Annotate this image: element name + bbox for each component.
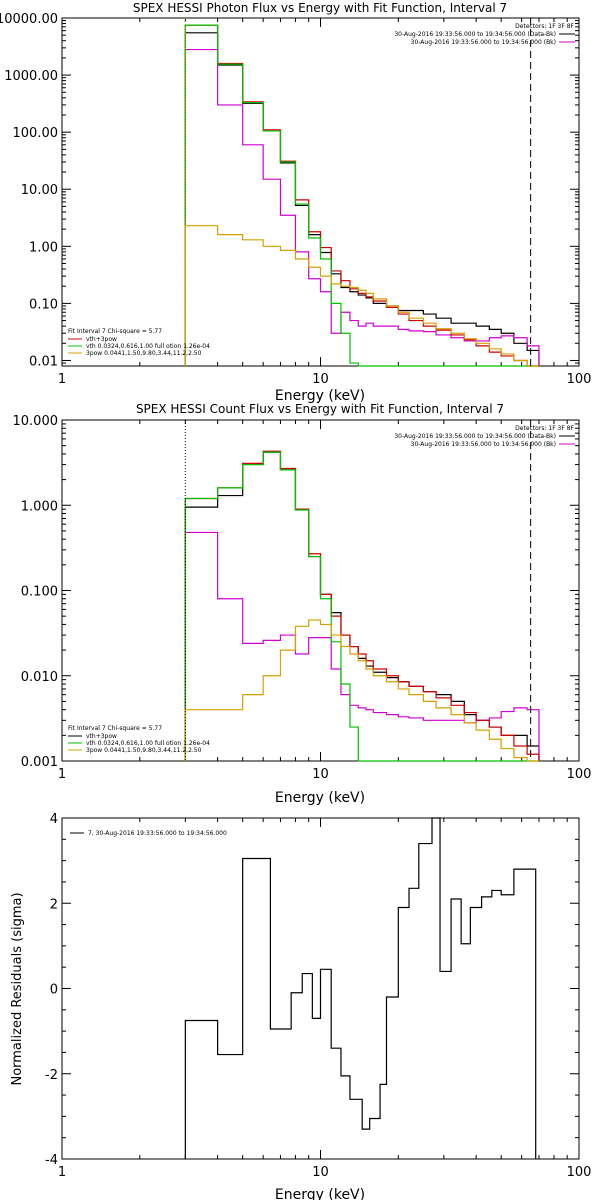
count-flux-fit-text: Fit Interval 7 Chi-square = 5.77 <box>68 725 162 732</box>
series-data-bk <box>184 32 540 366</box>
y-tick-label: 2 <box>50 897 58 912</box>
y-tick-label: 100.00 <box>13 126 59 141</box>
y-tick-label: 0.01 <box>29 354 58 369</box>
count-flux-legend-3pow: 3pow 0.0441,1.50,9.80,3.44,11.2,2.50 <box>86 747 202 754</box>
photon-flux-info: Detectors: 1F 3F 8F 30-Aug-2016 19:33:56… <box>394 23 575 46</box>
series-data-bk <box>184 451 540 761</box>
x-tick-label: 100 <box>567 1165 592 1180</box>
series-vth-3pow <box>184 24 539 367</box>
x-tick-label: 100 <box>567 372 592 387</box>
photon-flux-series <box>184 24 540 367</box>
y-tick-label: 1.000 <box>21 499 58 514</box>
x-tick-label: 1 <box>58 1165 66 1180</box>
y-tick-label: 0.10 <box>29 297 58 312</box>
photon-flux-detectors: Detectors: 1F 3F 8F <box>515 23 574 30</box>
photon-flux-panel: SPEX HESSI Photon Flux vs Energy with Fi… <box>0 1 591 404</box>
count-flux-series <box>184 450 540 762</box>
series-3pow <box>184 225 539 367</box>
x-tick-label: 1 <box>58 372 66 387</box>
y-tick-label: 1.00 <box>29 240 58 255</box>
count-flux-bk-label: 30-Aug-2016 19:33:56.000 to 19:34:56.000… <box>411 441 556 448</box>
count-flux-legend: Fit Interval 7 Chi-square = 5.77 vth+3po… <box>68 725 210 754</box>
y-tick-label: 0 <box>50 983 58 998</box>
x-tick-label: 100 <box>567 767 592 782</box>
x-tick-label: 1 <box>58 767 66 782</box>
series-vth <box>184 451 539 762</box>
residuals-ylabel: Normalized Residuals (sigma) <box>10 892 25 1085</box>
count-flux-info: Detectors: 1F 3F 8F 30-Aug-2016 19:33:56… <box>394 425 575 448</box>
series-vth-3pow <box>184 450 540 761</box>
series-7-30-aug-2016-19-33-56-000-to-19-34-56-000 <box>184 817 537 1159</box>
photon-flux-frame <box>61 17 580 367</box>
count-flux-xlabel: Energy (keV) <box>275 790 365 806</box>
photon-flux-axes: 1 10 100 10000.00 1000.00 100.00 10.00 1.00 0.10… <box>0 12 591 387</box>
photon-flux-xlabel: Energy (keV) <box>275 388 365 404</box>
series-bk <box>184 48 540 366</box>
series-vth <box>184 24 539 367</box>
photon-flux-legend-vth: vth 0.0324,0.616,1.00 full otion 1.26e-0… <box>86 343 210 350</box>
y-tick-label: 1000.00 <box>4 69 58 84</box>
residuals-axes: 1 10 100 4 2 0 -2 -4 <box>45 812 591 1180</box>
residuals-legend-label: 7, 30-Aug-2016 19:33:56.000 to 19:34:56.… <box>88 830 227 837</box>
series-bk <box>184 531 540 761</box>
residuals-panel: Normalized Residuals (sigma) Energy (keV… <box>10 812 591 1200</box>
x-tick-label: 10 <box>312 767 329 782</box>
y-tick-label: 0.100 <box>21 585 58 600</box>
count-flux-markers <box>184 420 532 761</box>
y-tick-label: 0.010 <box>21 670 58 685</box>
residuals-legend: 7, 30-Aug-2016 19:33:56.000 to 19:34:56.… <box>70 830 227 837</box>
y-tick-label: 10.00 <box>21 183 58 198</box>
photon-flux-fit-text: Fit Interval 7 Chi-square = 5.77 <box>68 328 162 335</box>
y-tick-label: 0.001 <box>21 755 58 770</box>
x-tick-label: 10 <box>312 372 329 387</box>
photon-flux-legend-total: vth+3pow <box>86 336 117 343</box>
series-3pow <box>184 619 539 762</box>
y-tick-label: 10.000 <box>13 414 59 429</box>
residuals-xlabel: Energy (keV) <box>275 1187 365 1200</box>
count-flux-legend-vth: vth 0.0324,0.616,1.00 full otion 1.26e-0… <box>86 740 210 747</box>
y-tick-label: -4 <box>45 1153 58 1168</box>
photon-flux-databk-label: 30-Aug-2016 19:33:56.000 to 19:34:56.000… <box>394 31 556 38</box>
count-flux-legend-total: vth+3pow <box>86 733 117 740</box>
x-tick-label: 10 <box>312 1165 329 1180</box>
count-flux-detectors: Detectors: 1F 3F 8F <box>515 425 574 432</box>
photon-flux-title: SPEX HESSI Photon Flux vs Energy with Fi… <box>133 1 507 15</box>
photon-flux-legend: Fit Interval 7 Chi-square = 5.77 vth+3po… <box>68 328 210 357</box>
residuals-series <box>184 817 537 1159</box>
count-flux-panel: SPEX HESSI Count Flux vs Energy with Fit… <box>13 402 592 806</box>
y-tick-label: 10000.00 <box>0 12 58 27</box>
count-flux-title: SPEX HESSI Count Flux vs Energy with Fit… <box>136 402 504 416</box>
y-tick-label: -2 <box>45 1068 58 1083</box>
photon-flux-markers <box>184 18 532 366</box>
count-flux-databk-label: 30-Aug-2016 19:33:56.000 to 19:34:56.000… <box>394 433 556 440</box>
photon-flux-legend-3pow: 3pow 0.0441,1.50,9.80,3.44,11.2,2.50 <box>86 350 202 357</box>
y-tick-label: 4 <box>50 812 58 827</box>
photon-flux-bk-label: 30-Aug-2016 19:33:56.000 to 19:34:56.000… <box>411 39 556 46</box>
